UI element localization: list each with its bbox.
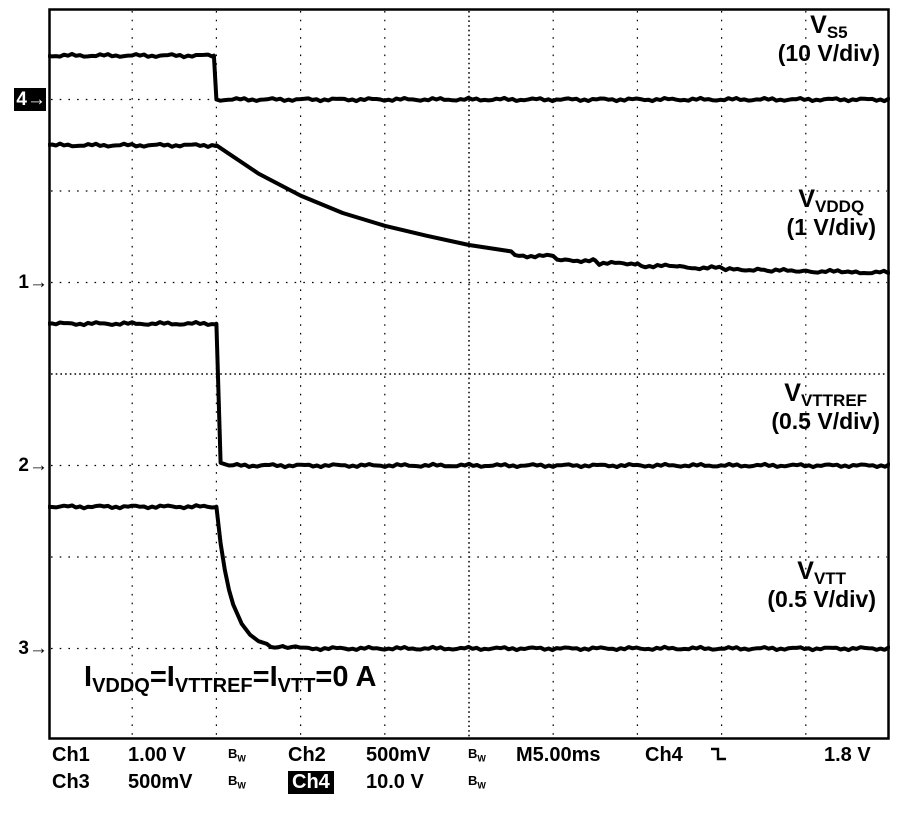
right-arrow-icon: →	[29, 454, 48, 476]
ch3-scale: 500mV	[128, 771, 193, 793]
ch2-scale: 500mV	[366, 744, 431, 766]
trigger-level: 1.8 V	[824, 744, 871, 766]
ch2-label: Ch2	[288, 744, 326, 766]
trace-V_S5	[48, 51, 890, 104]
trace-name-vvtt: VVTT	[797, 557, 847, 588]
channel-4-marker-label: 4	[16, 88, 27, 110]
channel-1-marker-label: 1	[18, 271, 29, 293]
ch4-scale: 10.0 V	[366, 771, 424, 793]
ch4-label-selected: Ch4	[288, 771, 334, 794]
trace-name-vvddq: VVDDQ	[798, 185, 865, 216]
waveform-plot: VS5 (10 V/div) VVDDQ (1 V/div) VVTTREF (…	[48, 8, 890, 740]
trace-label-vvddq: VVDDQ (1 V/div)	[787, 184, 876, 242]
channel-2-zero-marker: 2→	[18, 454, 48, 477]
timebase-readout: M5.00ms	[516, 744, 601, 766]
readout-line-1: Ch1 1.00 V BW Ch2 500mV BW M5.00ms Ch4 1…	[48, 744, 890, 770]
trigger-source: Ch4	[645, 744, 683, 766]
trace-V_VTTREF	[48, 320, 890, 470]
channel-4-zero-marker: 4→	[14, 87, 46, 111]
channel-1-zero-marker: 1→	[18, 271, 48, 294]
trace-label-vvtt: VVTT (0.5 V/div)	[767, 556, 876, 614]
right-arrow-icon: →	[29, 271, 48, 293]
trace-label-vvttref: VVTTREF (0.5 V/div)	[771, 378, 880, 436]
readout-line-2: Ch3 500mV BW Ch4 10.0 V BW	[48, 771, 890, 797]
ch3-label: Ch3	[52, 771, 90, 793]
trace-V_VDDQ	[48, 141, 890, 276]
channel-3-marker-label: 3	[18, 637, 29, 659]
trace-name-vvttref: VVTTREF	[784, 379, 868, 410]
trace-label-vs5: VS5 (10 V/div)	[778, 10, 880, 68]
channel-zero-markers: 4→ 1→ 2→ 3→	[0, 8, 48, 740]
right-arrow-icon: →	[29, 637, 48, 659]
trace-scale-vvtt: (0.5 V/div)	[767, 586, 876, 612]
ch1-scale: 1.00 V	[128, 744, 186, 766]
ch1-bandwidth-limit-icon: BW	[228, 746, 246, 764]
trace-scale-vvttref: (0.5 V/div)	[771, 408, 880, 434]
trace-scale-vvddq: (1 V/div)	[786, 214, 876, 240]
right-arrow-icon: →	[27, 88, 46, 110]
ch1-label: Ch1	[52, 744, 90, 766]
ch4-bandwidth-limit-icon: BW	[468, 773, 486, 791]
trace-scale-vs5: (10 V/div)	[777, 40, 880, 66]
load-condition-annotation: IVDDQ=IVTTREF=IVTT=0 A	[84, 661, 377, 697]
trace-name-vs5: VS5	[810, 11, 848, 42]
trigger-falling-edge-icon	[710, 744, 728, 767]
graticule-border	[48, 8, 890, 740]
ch3-bandwidth-limit-icon: BW	[228, 773, 246, 791]
channel-2-marker-label: 2	[18, 454, 29, 476]
trace-V_VTT	[48, 503, 890, 653]
waveform-graticule-and-traces	[48, 8, 890, 740]
channel-3-zero-marker: 3→	[18, 637, 48, 660]
ch2-bandwidth-limit-icon: BW	[468, 746, 486, 764]
